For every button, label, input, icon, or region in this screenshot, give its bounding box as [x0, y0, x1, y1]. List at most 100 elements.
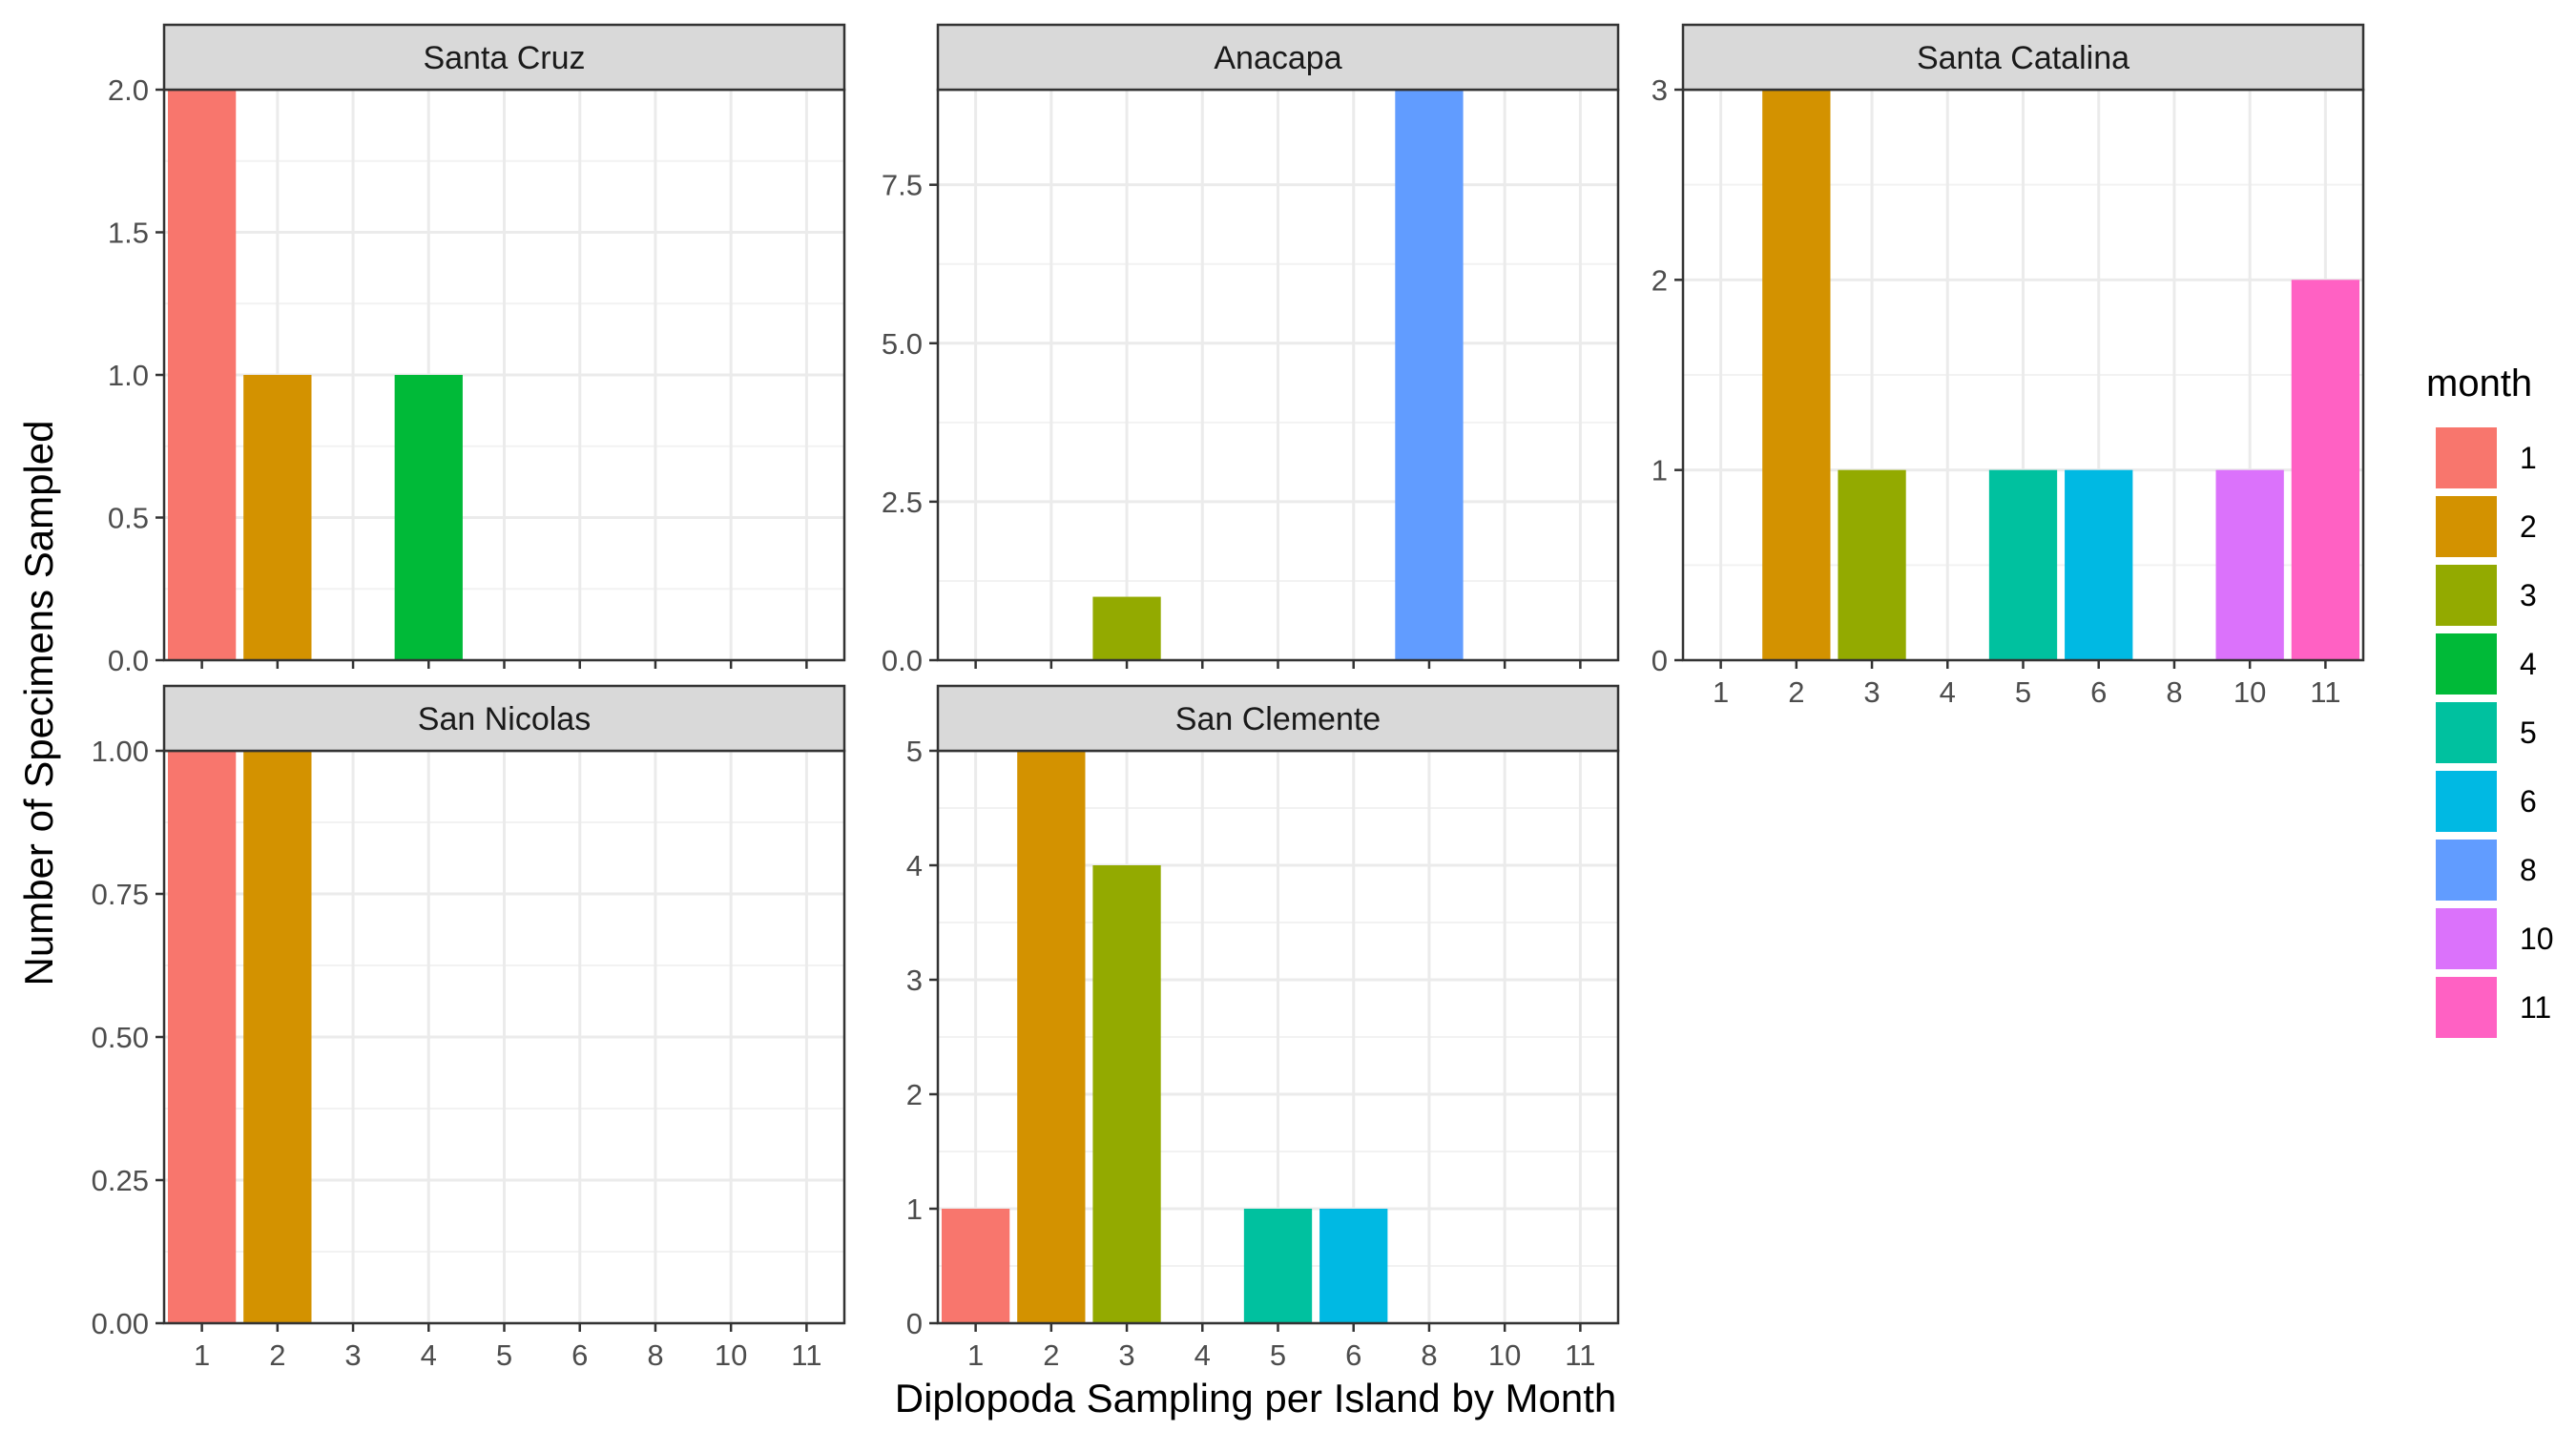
x-tick-label: 4 — [421, 1338, 437, 1372]
legend-label-8: 8 — [2520, 853, 2537, 887]
bar-santa-cruz-month-2 — [243, 375, 312, 660]
legend: month 1 2 3 4 5 6 8 10 11 — [2426, 363, 2554, 1038]
bar-santa-catalina-month-2 — [1762, 90, 1831, 660]
x-tick-label: 1 — [1713, 675, 1729, 709]
bar-anacapa-month-3 — [1092, 596, 1161, 660]
y-tick-label: 2 — [1652, 263, 1668, 297]
bar-santa-catalina-month-6 — [2065, 469, 2133, 660]
x-tick-label: 5 — [2015, 675, 2031, 709]
y-tick-label: 0.0 — [108, 644, 149, 677]
bar-san-clemente-month-3 — [1092, 865, 1161, 1323]
x-tick-label: 5 — [496, 1338, 512, 1372]
x-tick-label: 6 — [2090, 675, 2107, 709]
x-tick-label: 10 — [2233, 675, 2266, 709]
legend-key-4 — [2436, 633, 2497, 695]
x-tick-label: 10 — [1488, 1338, 1521, 1372]
facet-label: San Nicolas — [418, 701, 591, 737]
panel-santa-catalina: Santa Catalina 0 1 2 3 1 2 3 4 5 6 8 10 11 — [1652, 23, 2365, 709]
legend-label-4: 4 — [2520, 647, 2537, 681]
facet-label: Santa Cruz — [423, 40, 585, 76]
legend-label-5: 5 — [2520, 716, 2537, 750]
x-tick-label: 6 — [571, 1338, 588, 1372]
panel-anacapa: Anacapa 0.0 2.5 5.0 7.5 — [882, 23, 1620, 677]
y-tick-label: 2.0 — [108, 73, 149, 107]
legend-label-11: 11 — [2520, 990, 2551, 1025]
x-tick-label: 3 — [1863, 675, 1880, 709]
bar-santa-catalina-month-5 — [1988, 469, 2058, 660]
legend-key-2 — [2436, 496, 2497, 557]
x-tick-label: 8 — [2166, 675, 2182, 709]
legend-key-6 — [2436, 771, 2497, 832]
facet-panels: Santa Cruz 0.0 0.5 1.0 1.5 2.0 Anacapa 0.0 2.5 5.… — [92, 23, 2365, 1372]
bar-san-clemente-month-2 — [1017, 751, 1086, 1323]
y-tick-label: 0.50 — [92, 1021, 149, 1054]
facet-strip — [936, 23, 1620, 92]
x-tick-label: 11 — [1565, 1338, 1595, 1372]
bar-santa-catalina-month-3 — [1838, 469, 1906, 660]
legend-key-3 — [2436, 565, 2497, 626]
legend-label-10: 10 — [2520, 922, 2554, 956]
y-tick-label: 1.00 — [92, 735, 149, 768]
x-tick-label: 2 — [1788, 675, 1804, 709]
legend-label-1: 1 — [2520, 441, 2537, 475]
y-tick-label: 1 — [906, 1192, 923, 1226]
panel-santa-cruz: Santa Cruz 0.0 0.5 1.0 1.5 2.0 — [108, 23, 846, 677]
y-tick-label: 0.75 — [92, 878, 149, 911]
x-tick-label: 2 — [269, 1338, 285, 1372]
y-tick-label: 5.0 — [882, 327, 923, 361]
x-tick-label: 6 — [1345, 1338, 1361, 1372]
y-tick-label: 0 — [906, 1307, 923, 1340]
x-tick-label: 3 — [344, 1338, 361, 1372]
y-tick-label: 1.0 — [108, 359, 149, 392]
y-tick-label: 2 — [906, 1078, 923, 1111]
x-tick-label: 4 — [1940, 675, 1956, 709]
x-tick-label: 1 — [967, 1338, 984, 1372]
y-tick-label: 0.25 — [92, 1164, 149, 1197]
x-tick-label: 2 — [1043, 1338, 1059, 1372]
bar-santa-catalina-month-10 — [2215, 469, 2284, 660]
bar-san-nicolas-month-1 — [167, 751, 237, 1323]
x-tick-label: 4 — [1195, 1338, 1211, 1372]
bar-santa-catalina-month-11 — [2291, 280, 2360, 660]
bar-san-clemente-month-6 — [1319, 1209, 1388, 1323]
x-tick-label: 1 — [194, 1338, 210, 1372]
y-tick-label: 3 — [1652, 73, 1668, 107]
x-tick-label: 11 — [2310, 675, 2340, 709]
panel-san-clemente: San Clemente 0 1 2 3 4 5 1 2 3 4 5 6 8 10 11 — [906, 684, 1620, 1372]
bar-anacapa-month-8 — [1395, 90, 1464, 660]
y-tick-label: 5 — [906, 735, 923, 768]
bar-san-clemente-month-5 — [1243, 1209, 1313, 1323]
bar-santa-cruz-month-1 — [167, 90, 237, 660]
y-tick-label: 0.00 — [92, 1307, 149, 1340]
x-tick-label: 10 — [715, 1338, 747, 1372]
x-tick-label: 3 — [1118, 1338, 1134, 1372]
bar-san-nicolas-month-2 — [243, 751, 312, 1323]
legend-key-8 — [2436, 840, 2497, 901]
y-tick-label: 3 — [906, 964, 923, 997]
y-tick-label: 4 — [906, 849, 923, 882]
y-tick-label: 1.5 — [108, 217, 149, 250]
legend-label-2: 2 — [2520, 509, 2537, 544]
y-axis-title: Number of Specimens Sampled — [16, 421, 61, 986]
legend-title: month — [2426, 363, 2532, 404]
x-tick-label: 8 — [647, 1338, 663, 1372]
facet-strip — [162, 23, 846, 92]
legend-label-3: 3 — [2520, 578, 2537, 612]
y-tick-label: 0 — [1652, 644, 1668, 677]
bar-santa-cruz-month-4 — [394, 375, 463, 660]
y-tick-label: 1 — [1652, 454, 1668, 487]
facet-label: Anacapa — [1214, 40, 1341, 76]
facet-strip — [162, 684, 846, 753]
x-tick-label: 8 — [1421, 1338, 1437, 1372]
legend-key-10 — [2436, 908, 2497, 969]
y-tick-label: 0.5 — [108, 502, 149, 535]
facet-strip — [1681, 23, 2365, 92]
legend-label-6: 6 — [2520, 784, 2537, 819]
facet-strip — [936, 684, 1620, 753]
x-tick-label: 11 — [791, 1338, 821, 1372]
x-tick-label: 5 — [1270, 1338, 1286, 1372]
y-tick-label: 0.0 — [882, 644, 923, 677]
facet-label: Santa Catalina — [1917, 40, 2129, 76]
y-tick-label: 2.5 — [882, 486, 923, 519]
